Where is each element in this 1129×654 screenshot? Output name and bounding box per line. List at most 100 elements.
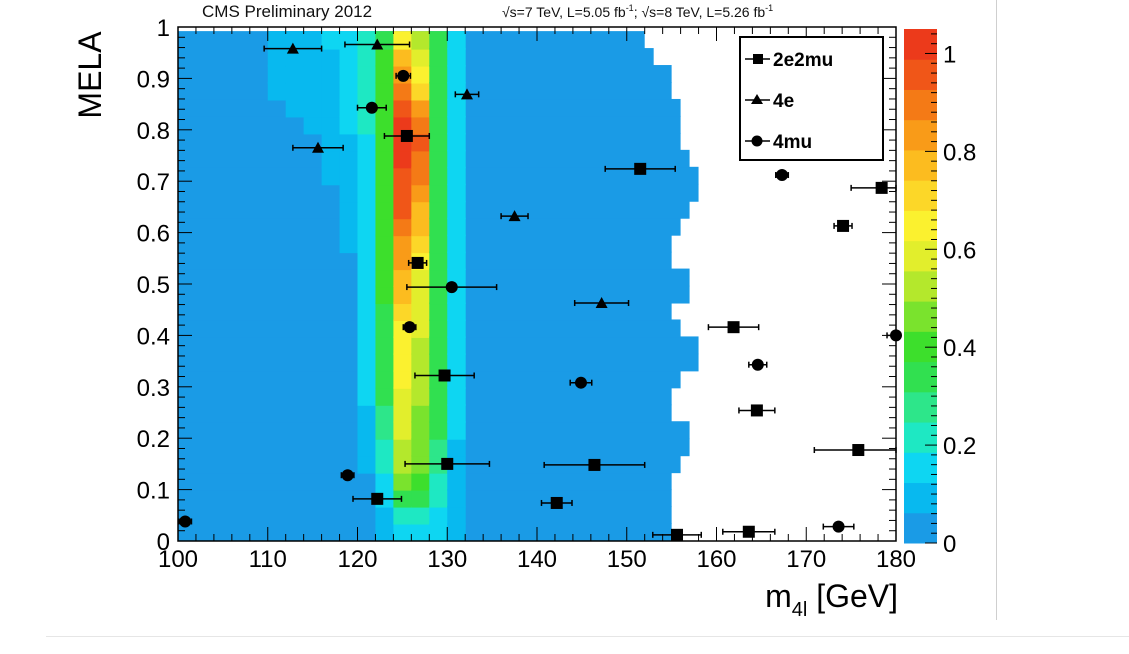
x-axis-label: m4l [GeV] — [765, 578, 898, 621]
heatmap-cell — [321, 132, 341, 152]
heatmap-cell — [429, 438, 448, 457]
color-scale-swatch — [904, 482, 937, 514]
heatmap-cell — [393, 472, 412, 491]
heatmap-cell — [447, 200, 466, 220]
heatmap-cell — [393, 251, 412, 271]
heatmap-cell — [411, 387, 430, 406]
heatmap-cell — [357, 455, 376, 474]
x-tick-label: 160 — [696, 546, 736, 573]
data-point-4mu — [774, 169, 790, 182]
heatmap-cell — [447, 98, 466, 118]
heatmap-cell — [393, 48, 412, 67]
color-scale-label: 0.6 — [943, 237, 976, 264]
heatmap-cell — [429, 404, 448, 423]
heatmap-cell — [411, 98, 430, 118]
plot-area — [177, 26, 902, 542]
heatmap-cell — [447, 183, 466, 203]
heatmap-cell — [447, 81, 466, 101]
heatmap-cell — [393, 149, 412, 169]
heatmap-cell — [357, 404, 376, 423]
heatmap-cell — [429, 251, 448, 271]
data-point-2e2mu — [414, 369, 475, 382]
heatmap-cell — [321, 115, 341, 135]
y-tick-label: 0.4 — [137, 323, 170, 350]
heatmap-cell — [429, 506, 448, 525]
heatmap-cell — [357, 234, 376, 254]
heatmap-cell — [321, 149, 341, 169]
heatmap-cell — [357, 353, 376, 372]
heatmap-cell — [447, 336, 466, 355]
heatmap-cell — [267, 65, 287, 84]
heatmap-cell — [357, 387, 376, 406]
data-point-2e2mu — [738, 404, 776, 417]
header-right: √s=7 TeV, L=5.05 fb-1; √s=8 TeV, L=5.26 … — [502, 3, 773, 20]
heatmap-cell — [429, 48, 448, 67]
data-point-4mu — [569, 376, 593, 389]
color-scale-label: 0.2 — [943, 433, 976, 460]
page-side-divider — [996, 0, 997, 620]
heatmap-cell — [447, 132, 466, 152]
y-tick-label: 0.2 — [137, 426, 170, 453]
heatmap-cell — [411, 302, 430, 321]
heatmap-cell — [357, 319, 376, 338]
x-tick-labels: 100 110 120 130 140 150 160 170 180 — [158, 546, 916, 573]
x-tick-label: 140 — [517, 546, 557, 573]
heatmap-cell — [447, 234, 466, 254]
x-tick-label: 120 — [337, 546, 377, 573]
heatmap-cell — [393, 234, 412, 254]
heatmap-cell — [303, 115, 323, 135]
heatmap-cell — [321, 65, 341, 84]
heatmap-cell — [339, 65, 358, 84]
heatmap-cell — [375, 506, 394, 525]
heatmap-cell — [393, 438, 412, 457]
color-scale-swatch — [904, 512, 937, 544]
heatmap-cell — [393, 183, 412, 203]
heatmap-cell — [357, 115, 376, 135]
data-point-4e — [292, 141, 344, 153]
heatmap-cell — [411, 217, 430, 237]
heatmap-cell — [429, 166, 448, 186]
heatmap-cell — [429, 421, 448, 440]
y-tick-label: 0.7 — [137, 169, 170, 196]
heatmap-cell — [357, 149, 376, 169]
heatmap-cell — [375, 353, 394, 372]
heatmap-cell — [267, 81, 287, 101]
heatmap-cell — [429, 268, 448, 288]
heatmap-cell — [375, 115, 394, 135]
y-tick-labels: 0 0.1 0.2 0.3 0.4 0.5 0.6 0.7 0.8 0.9 1 — [137, 15, 170, 556]
heatmap-cell — [429, 31, 448, 50]
heatmap-cell — [393, 353, 412, 372]
y-tick-label: 0.6 — [137, 221, 170, 248]
heatmap-cell — [375, 404, 394, 423]
heatmap-cell — [429, 98, 448, 118]
heatmap-cell — [357, 183, 376, 203]
data-point-2e2mu — [833, 219, 853, 232]
heatmap-cell — [411, 48, 430, 67]
heatmap-cell — [411, 268, 430, 288]
heatmap-cell — [375, 336, 394, 355]
heatmap-cell — [375, 217, 394, 237]
heatmap-cell — [393, 370, 412, 389]
heatmap-cell — [447, 31, 466, 50]
heatmap-cell — [411, 285, 430, 305]
heatmap-cell — [375, 149, 394, 169]
data-point-2e2mu — [604, 162, 676, 175]
heatmap-cell — [393, 81, 412, 101]
legend: 2e2mu 4e 4mu — [739, 36, 884, 161]
heatmap-cell — [447, 65, 466, 84]
data-point-4mu — [822, 520, 855, 533]
heatmap-cell — [411, 234, 430, 254]
heatmap-cell — [411, 319, 430, 338]
heatmap-cell — [375, 132, 394, 152]
heatmap-cell — [429, 523, 448, 542]
heatmap-cell — [375, 438, 394, 457]
color-scale-swatch — [904, 391, 937, 423]
heatmap-cell — [447, 404, 466, 423]
data-point-2e2mu — [652, 528, 702, 541]
header-left: CMS Preliminary 2012 — [202, 2, 372, 21]
heatmap-cell — [411, 132, 430, 152]
legend-label-4mu: 4mu — [773, 132, 812, 153]
data-point-2e2mu — [407, 256, 428, 269]
heatmap-cell — [447, 251, 466, 271]
heatmap-cell — [411, 489, 430, 508]
